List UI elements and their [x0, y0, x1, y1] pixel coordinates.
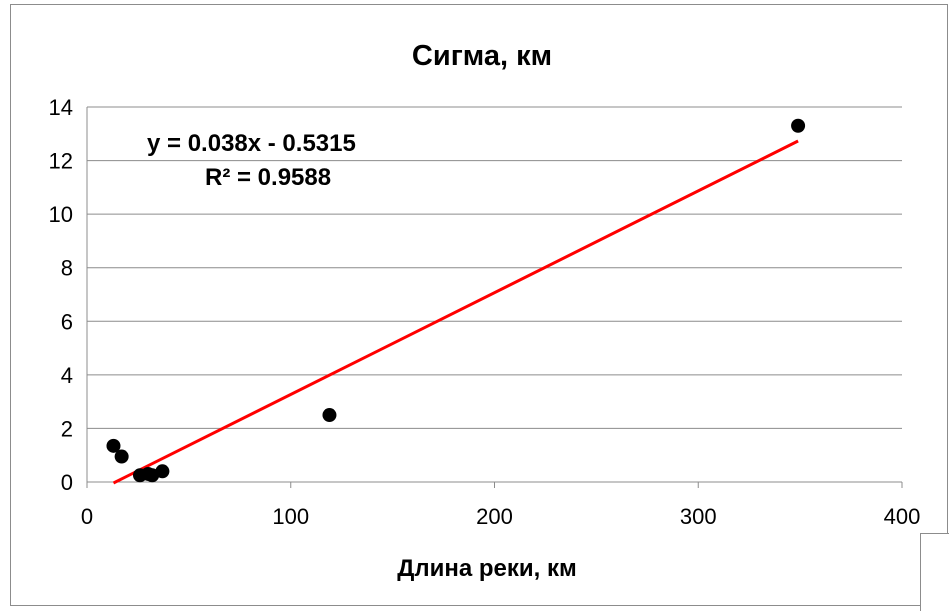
data-point — [791, 119, 805, 133]
data-point — [322, 408, 336, 422]
y-tick-label: 8 — [61, 256, 73, 281]
x-tick-label: 0 — [81, 504, 93, 529]
x-tick-label: 300 — [680, 504, 717, 529]
y-tick-label: 2 — [61, 416, 73, 441]
x-axis-label: Длина реки, км — [397, 555, 576, 582]
chart-title: Сигма, км — [412, 40, 552, 72]
y-tick-label: 12 — [49, 149, 73, 174]
x-tick-label: 400 — [884, 504, 921, 529]
r-squared-label: R² = 0.9588 — [205, 164, 331, 191]
x-tick-labels: 0 100 200 300 400 — [81, 504, 920, 529]
trendline-equation: y = 0.038x - 0.5315 — [147, 130, 356, 157]
y-tick-labels: 0 2 4 6 8 10 12 14 — [49, 95, 73, 495]
data-point — [155, 464, 169, 478]
x-tick-label: 100 — [272, 504, 309, 529]
y-tick-label: 6 — [61, 309, 73, 334]
y-tick-label: 10 — [49, 202, 73, 227]
x-tick-label: 200 — [476, 504, 513, 529]
trend-line — [113, 141, 798, 483]
y-tick-label: 0 — [61, 470, 73, 495]
y-tick-label: 4 — [61, 363, 73, 388]
data-point — [115, 450, 129, 464]
y-tick-label: 14 — [49, 95, 73, 120]
